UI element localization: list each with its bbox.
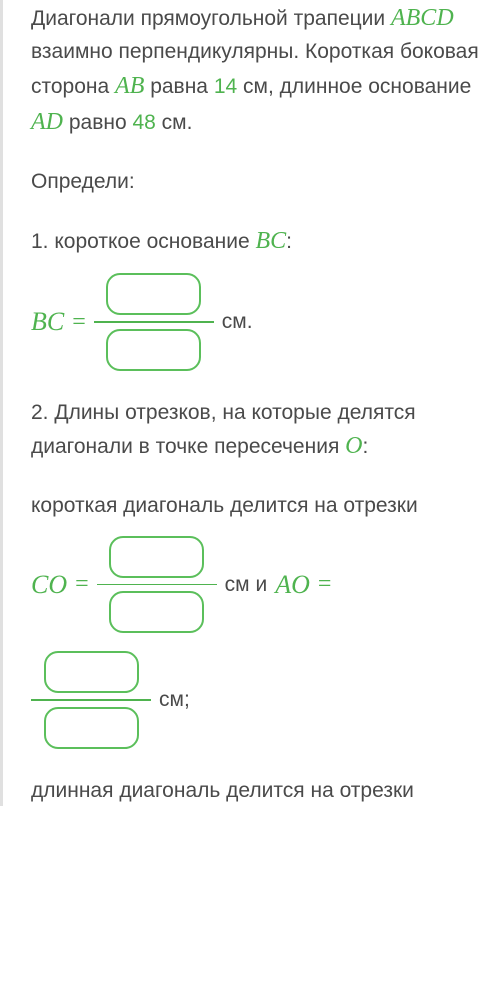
q2-sub2: длинная диагональ делится на отрезки: [31, 775, 492, 807]
colon: :: [286, 230, 292, 253]
q2-short-diagonal: короткая диагональ делится на отрезки CO…: [31, 490, 492, 749]
fraction-ao: [31, 651, 151, 749]
co-denominator-input[interactable]: [109, 591, 204, 633]
text: см, длинное основание: [237, 75, 471, 98]
equals-sign: =: [318, 566, 332, 602]
fraction-co: [97, 536, 217, 634]
unit-cm: см.: [222, 306, 253, 338]
var-o: O: [345, 433, 362, 459]
text: равна: [144, 75, 213, 98]
bc-numerator-input[interactable]: [106, 273, 201, 315]
var-bc: BC: [255, 228, 286, 254]
lhs-ao: AO: [275, 565, 310, 604]
question-1: 1. короткое основание BC: BC = см.: [31, 223, 492, 371]
task-label: Определи:: [31, 166, 492, 198]
colon: :: [363, 435, 369, 458]
text: 1. короткое основание: [31, 230, 255, 253]
var-ab: AB: [115, 73, 144, 99]
var-ad: AD: [31, 109, 63, 135]
fraction-line: [94, 321, 214, 323]
equals-sign: =: [72, 304, 86, 340]
bc-denominator-input[interactable]: [106, 329, 201, 371]
fraction-line: [31, 699, 151, 701]
q2-sub1: короткая диагональ делится на отрезки: [31, 490, 492, 522]
num-48: 48: [132, 111, 155, 134]
equals-sign: =: [75, 566, 89, 602]
q2-ao-equation: см;: [31, 651, 492, 749]
fraction-bc: [94, 273, 214, 371]
question-2: 2. Длины отрезков, на которые делятся ди…: [31, 397, 492, 465]
text: равно: [63, 111, 132, 134]
fraction-line: [97, 584, 217, 586]
text: см.: [156, 111, 193, 134]
q2-long-diagonal: длинная диагональ делится на отрезки: [31, 775, 492, 807]
mid-text: см и: [225, 569, 268, 601]
q1-equation: BC = см.: [31, 273, 492, 371]
lhs-co: CO: [31, 565, 67, 604]
co-numerator-input[interactable]: [109, 536, 204, 578]
q2-co-equation: CO = см и AO =: [31, 536, 492, 634]
ao-denominator-input[interactable]: [44, 707, 139, 749]
text: Диагонали прямоугольной трапеции: [31, 7, 385, 30]
var-abcd: ABCD: [391, 5, 454, 31]
problem-statement: Диагонали прямоугольной трапеции ABCD вз…: [31, 0, 492, 140]
q1-text: 1. короткое основание BC:: [31, 223, 492, 259]
num-14: 14: [214, 75, 237, 98]
q2-text: 2. Длины отрезков, на которые делятся ди…: [31, 397, 492, 465]
lhs-bc: BC: [31, 302, 64, 341]
unit-cm: см;: [159, 684, 190, 716]
ao-numerator-input[interactable]: [44, 651, 139, 693]
